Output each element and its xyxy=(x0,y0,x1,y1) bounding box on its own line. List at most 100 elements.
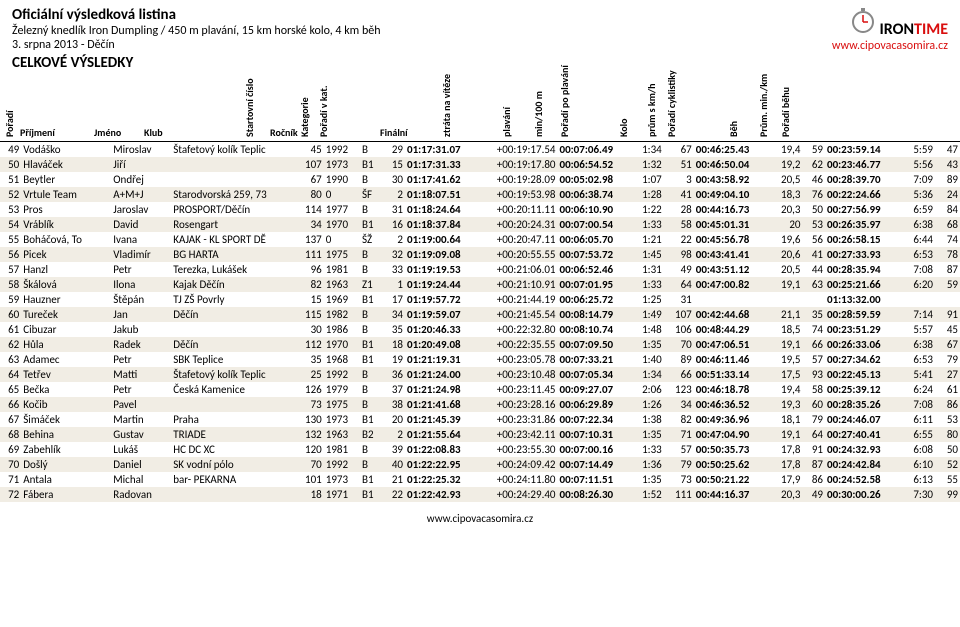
cell-beh: 00:24:52.58 xyxy=(825,472,898,487)
cell-pcykl: 46 xyxy=(803,172,826,187)
table-row: 59HauznerŠtěpánTJ ZŠ Povrly151969B11701:… xyxy=(0,292,960,307)
cell-fin: 01:19:19.53 xyxy=(405,262,480,277)
cell-minkm: 5:56 xyxy=(898,157,936,172)
cell-fin: 01:22:42.93 xyxy=(405,487,480,502)
col-poradi-kat: Pořadí v kat. xyxy=(317,85,330,137)
table-row: 56PicekVladimírBG HARTA1111975B3201:19:0… xyxy=(0,247,960,262)
cell-prij: Vodáško xyxy=(21,142,111,157)
cell-roc: 1992 xyxy=(324,457,360,472)
cell-pr: 53 xyxy=(0,202,21,217)
cell-prij: Hůla xyxy=(21,337,111,352)
table-row: 49VodáškoMiroslavŠtafetový kolík Teplic4… xyxy=(0,142,960,157)
cell-kmh: 18,5 xyxy=(766,322,802,337)
cell-klub: bar- PEKARNA xyxy=(171,472,295,487)
cell-kolo: 00:46:50.04 xyxy=(694,157,767,172)
cell-fin: 01:21:45.39 xyxy=(405,412,480,427)
cell-kolo xyxy=(694,292,767,307)
table-header-row: Pořadí Příjmení Jméno Klub Startovní čís… xyxy=(0,74,960,142)
cell-kat: B xyxy=(360,367,383,382)
cell-min100: 1:26 xyxy=(626,397,664,412)
table-row: 50HlaváčekJiří1071973B11501:17:31.33+00:… xyxy=(0,157,960,172)
cell-min100: 1:22 xyxy=(626,202,664,217)
cell-sc: 82 xyxy=(295,277,324,292)
cell-ztr: +00:24:11.80 xyxy=(480,472,558,487)
cell-min100: 1:49 xyxy=(626,307,664,322)
cell-minkm: 6:13 xyxy=(898,472,936,487)
cell-ztr: +00:21:06.01 xyxy=(480,262,558,277)
cell-beh: 00:23:46.77 xyxy=(825,157,898,172)
cell-kat: Z1 xyxy=(360,277,383,292)
cell-beh: 00:28:59.59 xyxy=(825,307,898,322)
cell-pcykl: 44 xyxy=(803,262,826,277)
cell-kolo: 00:50:25.62 xyxy=(694,457,767,472)
cell-kat: ŠŽ xyxy=(360,232,383,247)
cell-min100: 1:33 xyxy=(626,442,664,457)
cell-ppp: 51 xyxy=(664,157,694,172)
cell-beh: 00:23:51.29 xyxy=(825,322,898,337)
cell-pk: 2 xyxy=(383,232,406,247)
cell-prij: Tetřev xyxy=(21,367,111,382)
cell-fin: 01:17:41.62 xyxy=(405,172,480,187)
cell-jm: A+M+J xyxy=(111,187,171,202)
cell-jm: David xyxy=(111,217,171,232)
cell-plav: 00:07:22.34 xyxy=(558,412,627,427)
cell-pbeh: 68 xyxy=(935,217,960,232)
cell-minkm xyxy=(898,292,936,307)
logo-brand: IRONTIME xyxy=(880,20,948,39)
cell-pr: 57 xyxy=(0,262,21,277)
cell-pk: 33 xyxy=(383,262,406,277)
cell-pr: 61 xyxy=(0,322,21,337)
cell-prij: Antala xyxy=(21,472,111,487)
cell-jm: Ilona xyxy=(111,277,171,292)
cell-sc: 132 xyxy=(295,427,324,442)
cell-ztr: +00:23:11.45 xyxy=(480,382,558,397)
cell-plav: 00:06:38.74 xyxy=(558,187,627,202)
cell-pcykl: 93 xyxy=(803,367,826,382)
cell-fin: 01:19:00.64 xyxy=(405,232,480,247)
cell-kmh: 19,5 xyxy=(766,352,802,367)
cell-beh: 00:23:59.14 xyxy=(825,142,898,157)
cell-prij: Boháčová, To xyxy=(21,232,111,247)
cell-kolo: 00:49:04.10 xyxy=(694,187,767,202)
cell-min100: 1:35 xyxy=(626,337,664,352)
cell-klub: SBK Teplice xyxy=(171,352,295,367)
cell-kolo: 00:44:16.73 xyxy=(694,202,767,217)
cell-pk: 34 xyxy=(383,307,406,322)
cell-plav: 00:06:25.72 xyxy=(558,292,627,307)
cell-kmh: 17,8 xyxy=(766,457,802,472)
cell-roc: 1981 xyxy=(324,262,360,277)
cell-fin: 01:19:57.72 xyxy=(405,292,480,307)
cell-ppp: 41 xyxy=(664,187,694,202)
cell-beh: 00:26:33.06 xyxy=(825,337,898,352)
cell-roc: 1975 xyxy=(324,247,360,262)
page-header: Oficiální výsledková listina Železný kne… xyxy=(0,0,960,74)
cell-ppp: 67 xyxy=(664,142,694,157)
cell-klub: Štafetový kolík Teplic xyxy=(171,142,295,157)
table-row: 54VráblíkDavidRosengart341970B11601:18:3… xyxy=(0,217,960,232)
cell-pr: 72 xyxy=(0,487,21,502)
cell-pbeh: 45 xyxy=(935,322,960,337)
cell-roc: 1979 xyxy=(324,382,360,397)
cell-roc: 0 xyxy=(324,187,360,202)
cell-prij: Kočib xyxy=(21,397,111,412)
cell-pr: 64 xyxy=(0,367,21,382)
cell-minkm: 7:08 xyxy=(898,262,936,277)
cell-ztr: +00:22:32.80 xyxy=(480,322,558,337)
cell-pcykl: 87 xyxy=(803,457,826,472)
cell-kmh: 19,4 xyxy=(766,382,802,397)
cell-kat: B xyxy=(360,382,383,397)
cell-prij: Šimáček xyxy=(21,412,111,427)
cell-sc: 73 xyxy=(295,397,324,412)
table-row: 70DošlýDanielSK vodní pólo701992B4001:22… xyxy=(0,457,960,472)
cell-ztr: +00:20:11.11 xyxy=(480,202,558,217)
cell-beh: 00:27:33.93 xyxy=(825,247,898,262)
cell-fin: 01:22:08.83 xyxy=(405,442,480,457)
cell-minkm: 7:08 xyxy=(898,397,936,412)
cell-sc: 34 xyxy=(295,217,324,232)
cell-kolo: 00:42:44.68 xyxy=(694,307,767,322)
cell-sc: 120 xyxy=(295,442,324,457)
cell-fin: 01:22:22.95 xyxy=(405,457,480,472)
cell-ppp: 89 xyxy=(664,352,694,367)
cell-fin: 01:17:31.07 xyxy=(405,142,480,157)
cell-kat: B1 xyxy=(360,352,383,367)
